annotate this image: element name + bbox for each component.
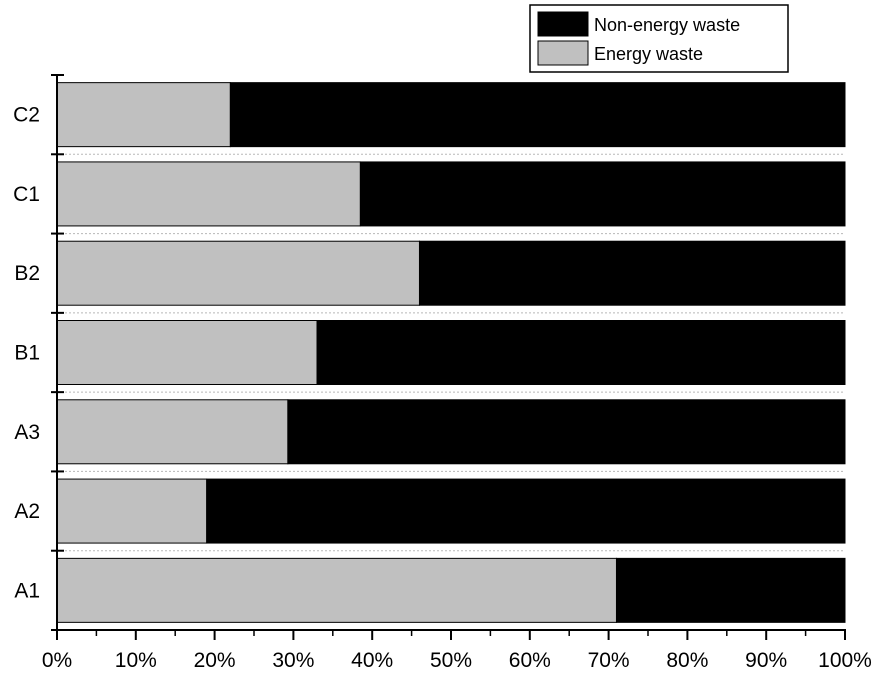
x-tick-label: 80%	[666, 649, 708, 672]
bar-a2-non-energy-waste	[206, 478, 846, 544]
bar-c2-energy-waste	[56, 82, 231, 148]
bar-a1-energy-waste	[56, 557, 617, 623]
legend-label-non-energy-waste: Non-energy waste	[594, 15, 740, 35]
y-tick-label-c2: C2	[13, 104, 40, 127]
gridlines	[57, 153, 845, 552]
x-tick-label: 50%	[430, 649, 472, 672]
bar-a1-non-energy-waste	[615, 557, 846, 623]
bar-b1-energy-waste	[56, 320, 318, 385]
legend-label-energy-waste: Energy waste	[594, 44, 703, 64]
legend: Non-energy waste Energy waste	[529, 4, 789, 73]
bar-b1-non-energy-waste	[316, 320, 846, 385]
bar-a2-energy-waste	[56, 478, 208, 544]
bar-b2-energy-waste	[56, 240, 420, 306]
bar-a3-non-energy-waste	[287, 399, 846, 465]
bar-a3-energy-waste	[56, 399, 289, 465]
x-tick-label: 70%	[588, 649, 630, 672]
x-tick-label: 30%	[272, 649, 314, 672]
x-tick-label: 40%	[351, 649, 393, 672]
x-tick-label: 90%	[745, 649, 787, 672]
y-tick-label-b1: B1	[14, 342, 40, 365]
x-tick-label: 100%	[818, 649, 872, 672]
legend-swatch-non-energy-waste	[537, 11, 589, 37]
y-tick-label-a3: A3	[14, 421, 40, 444]
x-tick-label: 60%	[509, 649, 551, 672]
bars	[56, 82, 846, 623]
y-tick-label-c1: C1	[13, 183, 40, 206]
y-tick-label-a1: A1	[14, 579, 40, 602]
x-tick-label: 20%	[194, 649, 236, 672]
x-tick-label: 10%	[115, 649, 157, 672]
bar-b2-non-energy-waste	[418, 240, 846, 306]
ticks: A1 A2 A3 B1 B2 C1 C2 0% 10% 20% 30% 40% 50% 60% 70% 80%…	[13, 74, 872, 672]
x-tick-label: 0%	[42, 649, 72, 672]
y-tick-label-a2: A2	[14, 500, 40, 523]
bar-c1-energy-waste	[56, 161, 361, 227]
bar-c2-non-energy-waste	[229, 82, 846, 148]
legend-swatch-energy-waste	[537, 40, 589, 66]
y-tick-label-b2: B2	[14, 262, 40, 285]
bar-c1-non-energy-waste	[359, 161, 846, 227]
